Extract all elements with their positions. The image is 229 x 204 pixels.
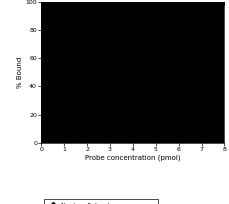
Line: Nuclear Extract: Nuclear Extract <box>39 0 226 4</box>
Nuclear Extract <box>63 1 65 3</box>
Nuclear Extract + Competitor <box>200 1 203 3</box>
Nuclear Extract <box>86 1 88 3</box>
Nuclear Extract <box>223 1 226 3</box>
Nuclear Extract + Competitor <box>154 1 157 3</box>
Line: Nuclear Extract + Competitor: Nuclear Extract + Competitor <box>39 0 226 4</box>
Nuclear Extract + Competitor <box>63 1 65 3</box>
Nuclear Extract <box>154 1 157 3</box>
Nuclear Extract + Competitor <box>40 1 43 3</box>
Nuclear Extract <box>200 1 203 3</box>
Nuclear Extract + Competitor <box>86 1 88 3</box>
Nuclear Extract + Competitor <box>131 1 134 3</box>
X-axis label: Probe concentration (pmol): Probe concentration (pmol) <box>85 154 181 161</box>
Nuclear Extract <box>131 1 134 3</box>
Nuclear Extract + Competitor <box>223 1 226 3</box>
Legend: Nuclear Extract, Nuclear Extract + Competitor: Nuclear Extract, Nuclear Extract + Compe… <box>44 200 158 204</box>
Nuclear Extract <box>109 1 111 3</box>
Y-axis label: % Bound: % Bound <box>17 57 23 88</box>
Nuclear Extract + Competitor <box>177 1 180 3</box>
Nuclear Extract + Competitor <box>109 1 111 3</box>
Nuclear Extract <box>177 1 180 3</box>
Nuclear Extract <box>40 1 43 3</box>
